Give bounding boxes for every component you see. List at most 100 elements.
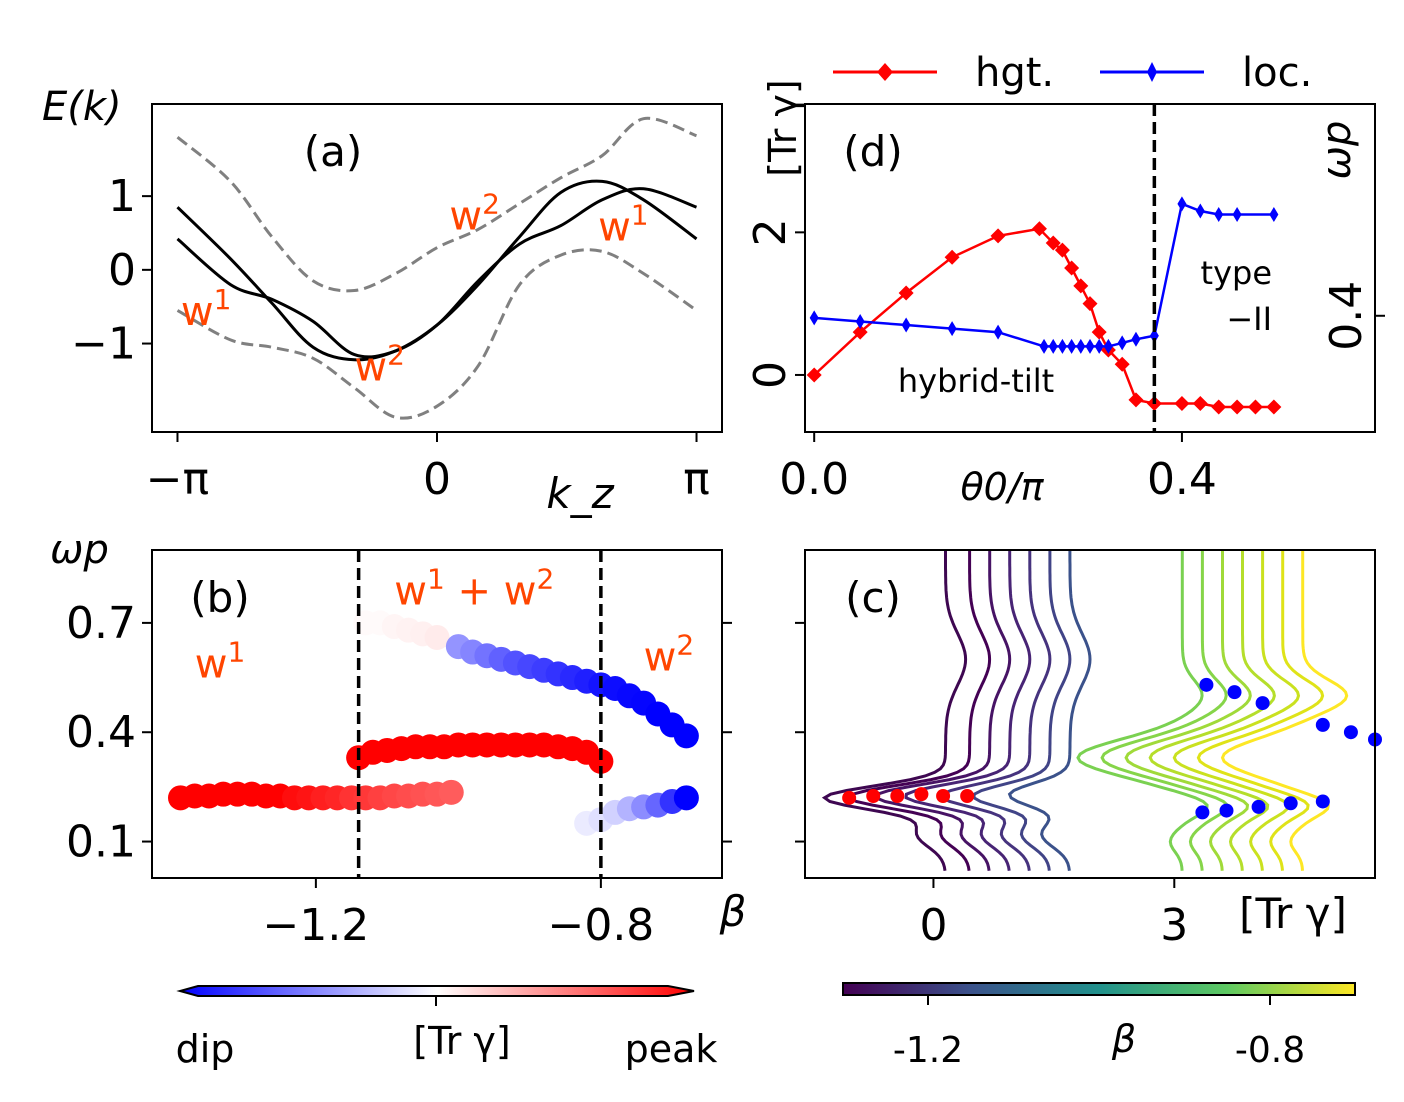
panel-c-red-marker-2 — [866, 789, 881, 803]
panel-b-frame — [151, 549, 723, 879]
panel-c-red-marker-3 — [890, 789, 905, 803]
panel-d-marker-loc-5 — [993, 324, 1003, 340]
colorbar-bwr-center: [Tr γ] — [413, 1019, 510, 1063]
panel-d-marker-hgt-3 — [898, 285, 914, 301]
panel-d-marker-loc-12 — [1094, 338, 1104, 354]
panel-c-blue-marker-3 — [1255, 696, 1270, 711]
panel-b-point-4-8 — [673, 785, 699, 811]
panel-c-curve-right-7 — [1220, 550, 1349, 871]
panel-d-marker-loc-7 — [1048, 338, 1058, 354]
panel-d-marker-loc-8 — [1057, 338, 1067, 354]
panel-d-xlabel: θ0/π — [960, 465, 1044, 509]
panel-d-marker-loc-13 — [1103, 338, 1113, 354]
panel-d-marker-hgt-8 — [1054, 242, 1070, 258]
panel-d-marker-hgt-5 — [990, 228, 1006, 244]
panel-d-marker-hgt-9 — [1064, 260, 1080, 276]
panel-d-marker-loc-20 — [1232, 207, 1242, 223]
panel-d-region-hybrid: hybrid-tilt — [898, 362, 1054, 400]
colorbar-viridis: -1.2 -0.8 β — [842, 982, 1356, 1071]
panel-c-series — [821, 550, 1382, 871]
panel-b-region-3: w2 — [644, 628, 695, 680]
panel-d: hgt. loc. (d) [Tr γ] ωp hybrid-tilt type… — [745, 50, 1385, 509]
panel-d-region-type: type — [1201, 254, 1272, 292]
panel-a-xlabel: k_z — [546, 469, 614, 518]
panel-b-ticks: −1.2 −0.8 0.7 0.4 0.1 — [66, 598, 732, 951]
panel-c-curve-right-5 — [1172, 550, 1301, 871]
panel-a-annotation-2: w2 — [354, 338, 405, 390]
panel-b-label: (b) — [190, 573, 249, 622]
panel-a-annotation-3: w2 — [449, 187, 500, 239]
panel-a-line-3 — [176, 116, 698, 293]
panel-c-curve-left-1 — [821, 550, 968, 871]
panel-d-yticklabel-right-1: 0.4 — [1321, 281, 1372, 351]
panel-a-xticklabel-3: π — [683, 454, 710, 505]
panel-d-ticks: 0.0 0.4 0 2 0.4 — [745, 218, 1385, 505]
legend-hgt-label: hgt. — [975, 50, 1054, 96]
panel-b-ylabel: ωp — [50, 527, 109, 573]
panel-a-annotation-4: w1 — [598, 198, 649, 250]
panel-c-blue-marker-2 — [1227, 685, 1242, 700]
panel-c-curve-right-4 — [1148, 550, 1276, 871]
panel-d-marker-hgt-6 — [1031, 221, 1047, 237]
panel-d-marker-loc-15 — [1131, 331, 1141, 347]
panel-c-red-marker-6 — [960, 789, 975, 803]
panel-d-marker-loc-9 — [1067, 338, 1077, 354]
panel-d-marker-hgt-2 — [852, 324, 868, 340]
panel-c-red-marker-5 — [936, 789, 951, 803]
panel-d-yticklabel-left-2: 2 — [745, 218, 796, 246]
panel-a-yticklabel-3: −1 — [71, 319, 136, 370]
panel-c-red-marker-1 — [842, 790, 857, 805]
panel-d-legend: hgt. loc. — [833, 50, 1312, 96]
panel-d-marker-hgt-10 — [1073, 278, 1089, 294]
panel-c-blue-marker-7 — [1195, 805, 1210, 820]
panel-a-series — [176, 116, 698, 420]
panel-b-point-2-18 — [588, 748, 614, 774]
colorbar-bwr-bar — [176, 985, 695, 997]
panel-c-red-marker-4 — [914, 787, 929, 802]
panel-a-yticklabel-1: 1 — [108, 171, 136, 222]
panel-d-marker-hgt-1 — [806, 367, 822, 383]
legend-hgt-marker — [877, 63, 893, 81]
panel-b-xticklabel-1: −1.2 — [262, 900, 369, 951]
panel-c-xlabel: [Tr γ] — [1239, 889, 1347, 938]
panel-d-line-hgt — [813, 227, 1274, 409]
panel-b-region-2: w1 + w2 — [394, 563, 554, 615]
panel-d-ylabel-right: ωp — [1314, 121, 1360, 180]
panel-d-marker-loc-14 — [1117, 335, 1127, 351]
panel-c-blue-marker-1 — [1199, 677, 1214, 692]
panel-c-curve-left-2 — [846, 550, 992, 871]
panel-d-xticklabel-2: 0.4 — [1147, 454, 1217, 505]
panel-d-marker-loc-16 — [1149, 328, 1159, 344]
panel-c-curve-left-4 — [904, 550, 1032, 871]
panel-c-xticklabel-2: 3 — [1160, 900, 1188, 951]
panel-d-region-ii: −II — [1226, 300, 1272, 338]
panel-b-xlabel: β — [719, 887, 747, 936]
panel-c-curve-left-7 — [1007, 550, 1092, 871]
panel-d-marker-hgt-22 — [1266, 399, 1282, 415]
panel-c-curve-right-2 — [1100, 550, 1229, 871]
colorbar-viridis-ticklabel-2: -0.8 — [1235, 1030, 1305, 1071]
panel-d-yticklabel-left-1: 0 — [745, 361, 796, 389]
panel-b-yticklabel-1: 0.7 — [66, 598, 136, 649]
panel-d-marker-hgt-14 — [1114, 356, 1130, 372]
panel-d-marker-hgt-19 — [1211, 399, 1227, 415]
panel-d-marker-loc-6 — [1039, 338, 1049, 354]
panel-d-marker-hgt-12 — [1091, 324, 1107, 340]
panel-c-curve-left-5 — [940, 550, 1052, 871]
panel-d-marker-hgt-20 — [1229, 399, 1245, 415]
panel-c-curve-left-3 — [874, 550, 1012, 871]
panel-c-xticklabel-1: 0 — [919, 900, 947, 951]
panel-c-curve-right-3 — [1124, 550, 1252, 871]
panel-d-marker-hgt-4 — [944, 249, 960, 265]
panel-c-blue-marker-9 — [1251, 799, 1266, 814]
panel-d-ylabel-left: [Tr γ] — [761, 79, 805, 176]
panel-c-blue-marker-10 — [1283, 796, 1298, 811]
panel-c-label: (c) — [845, 573, 901, 622]
panel-d-marker-hgt-21 — [1247, 399, 1263, 415]
panel-c-blue-marker-4 — [1315, 717, 1330, 732]
panel-c-curve-right-6 — [1196, 550, 1325, 871]
panel-c-blue-marker-11 — [1315, 794, 1330, 809]
panel-d-marker-loc-1 — [809, 310, 819, 326]
